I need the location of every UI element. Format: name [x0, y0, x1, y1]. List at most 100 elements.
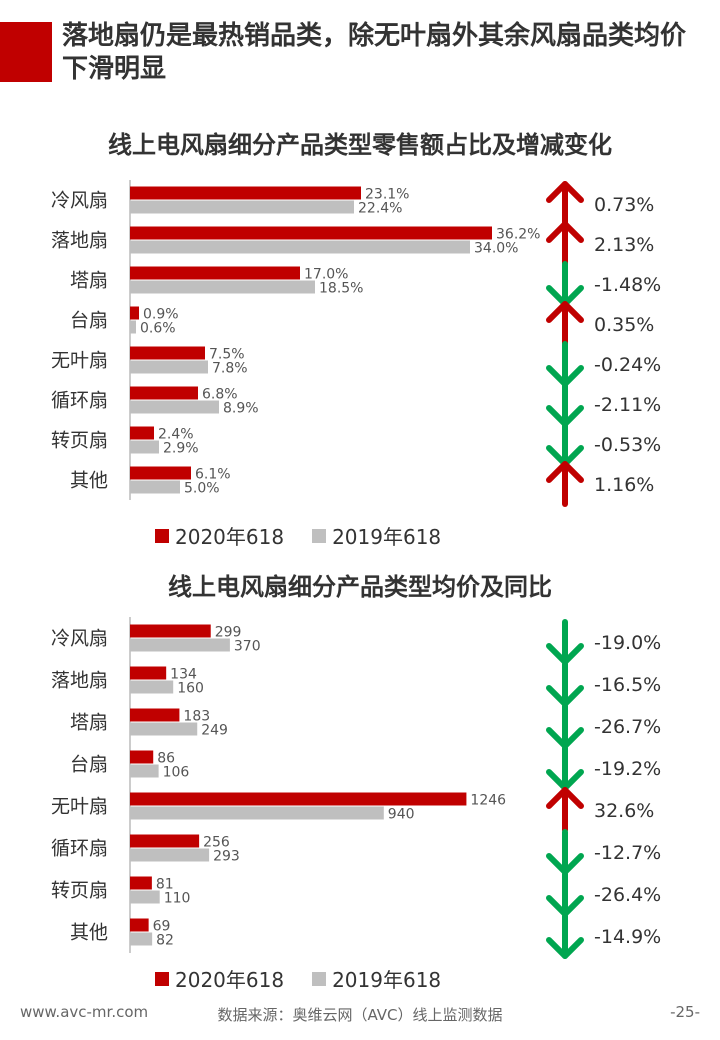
bar-2019 [130, 680, 174, 694]
value-label-2020: 17.0% [304, 267, 348, 283]
legend-swatch-2019 [312, 971, 327, 986]
change-label: 32.6% [594, 800, 654, 822]
value-label-2020: 81 [156, 877, 174, 893]
bar-2020 [130, 466, 191, 480]
value-label-2019: 5.0% [184, 481, 220, 497]
change-label: -14.9% [594, 926, 661, 948]
value-label-2020: 256 [203, 835, 230, 851]
footer-source: 数据来源：奥维云网（AVC）线上监测数据 [217, 1006, 503, 1024]
value-label-2019: 22.4% [358, 201, 402, 217]
change-label: -2.11% [594, 394, 661, 416]
arrow-head [546, 301, 584, 323]
bar-2019 [130, 320, 136, 334]
arrow-up-icon [546, 301, 584, 347]
bar-2020 [130, 876, 152, 890]
bar-2019 [130, 932, 153, 946]
bar-2020 [130, 426, 154, 440]
chart2-legend: 2020年618 2019年618 [155, 964, 469, 993]
page-title: 落地扇仍是最热销品类，除无叶扇外其余风扇品类均价下滑明显 [62, 21, 687, 84]
value-label-2019: 34.0% [474, 241, 518, 257]
category-label: 落地扇 [51, 230, 108, 252]
change-label: -1.48% [594, 274, 661, 296]
legend-swatch-2020 [155, 528, 169, 543]
category-label: 循环扇 [51, 838, 108, 860]
footer-page-number: -25- [670, 1003, 700, 1021]
arrow-down-icon [546, 341, 584, 387]
value-label-2019: 106 [163, 765, 190, 781]
bar-2019 [130, 848, 210, 862]
arrow-down-icon [546, 703, 584, 749]
legend-label-2020: 2020年618 [175, 968, 285, 992]
arrow-up-icon [546, 461, 584, 507]
category-label: 转页扇 [51, 430, 108, 452]
arrow-down-icon [546, 913, 584, 959]
chart1-legend: 2020年618 2019年618 [155, 521, 469, 550]
arrow-down-icon [546, 381, 584, 427]
bar-2019 [130, 200, 354, 214]
arrow-down-icon [546, 745, 584, 791]
bar-2019 [130, 890, 160, 904]
bar-2019 [130, 722, 198, 736]
arrow-down-icon [546, 829, 584, 875]
category-label: 台扇 [70, 310, 108, 332]
value-label-2019: 7.8% [212, 361, 248, 377]
arrow-down-icon [546, 661, 584, 707]
value-label-2020: 36.2% [496, 227, 540, 243]
category-label: 无叶扇 [51, 796, 108, 818]
bar-2019 [130, 764, 159, 778]
value-label-2019: 0.6% [140, 321, 176, 337]
category-label: 落地扇 [51, 670, 108, 692]
header-accent-bar [0, 22, 52, 82]
value-label-2019: 2.9% [163, 441, 199, 457]
change-label: -12.7% [594, 842, 661, 864]
legend-swatch-2020 [155, 971, 169, 986]
value-label-2020: 134 [170, 667, 197, 683]
value-label-2019: 940 [388, 807, 415, 823]
legend-label-2020: 2020年618 [175, 525, 285, 549]
change-label: 0.73% [594, 194, 654, 216]
value-label-2020: 1246 [470, 793, 506, 809]
value-label-2020: 69 [153, 919, 171, 935]
arrow-down-icon [546, 619, 584, 665]
arrow-up-icon [546, 181, 584, 227]
change-label: -26.7% [594, 716, 661, 738]
value-label-2019: 370 [234, 639, 261, 655]
chart1-title: 线上电风扇细分产品类型零售额占比及增减变化 [108, 131, 612, 159]
bar-2019 [130, 440, 159, 454]
footer-website: www.avc-mr.com [20, 1003, 149, 1021]
chart1: 冷风扇 23.1%22.4% 0.73% 落地扇 36.2%34.0% 2.13% 塔扇 17… [51, 180, 661, 507]
change-label: 1.16% [594, 474, 654, 496]
change-label: -19.2% [594, 758, 661, 780]
legend-label-2019: 2019年618 [332, 525, 442, 549]
change-label: -16.5% [594, 674, 661, 696]
bar-2019 [130, 806, 384, 820]
bar-2020 [130, 266, 300, 280]
change-label: -19.0% [594, 632, 661, 654]
category-label: 冷风扇 [51, 190, 108, 212]
bar-2019 [130, 240, 470, 254]
category-label: 其他 [70, 922, 108, 944]
value-label-2019: 8.9% [223, 401, 259, 417]
category-label: 无叶扇 [51, 350, 108, 372]
value-label-2019: 249 [201, 723, 228, 739]
value-label-2020: 6.1% [195, 467, 231, 483]
legend-label-2019: 2019年618 [332, 968, 442, 992]
change-label: -0.24% [594, 354, 661, 376]
bar-2019 [130, 360, 208, 374]
bar-2020 [130, 226, 492, 240]
bar-2020 [130, 834, 200, 848]
arrow-up-icon [546, 221, 584, 267]
value-label-2020: 23.1% [365, 187, 409, 203]
value-label-2020: 183 [183, 709, 210, 725]
arrow-down-icon [546, 261, 584, 307]
value-label-2020: 0.9% [143, 307, 179, 323]
bar-2020 [130, 792, 467, 806]
arrow-head [546, 181, 584, 203]
change-label: 0.35% [594, 314, 654, 336]
value-label-2020: 2.4% [158, 427, 194, 443]
value-label-2019: 293 [213, 849, 240, 865]
change-label: 2.13% [594, 234, 654, 256]
arrow-down-icon [546, 421, 584, 467]
value-label-2019: 18.5% [319, 281, 363, 297]
